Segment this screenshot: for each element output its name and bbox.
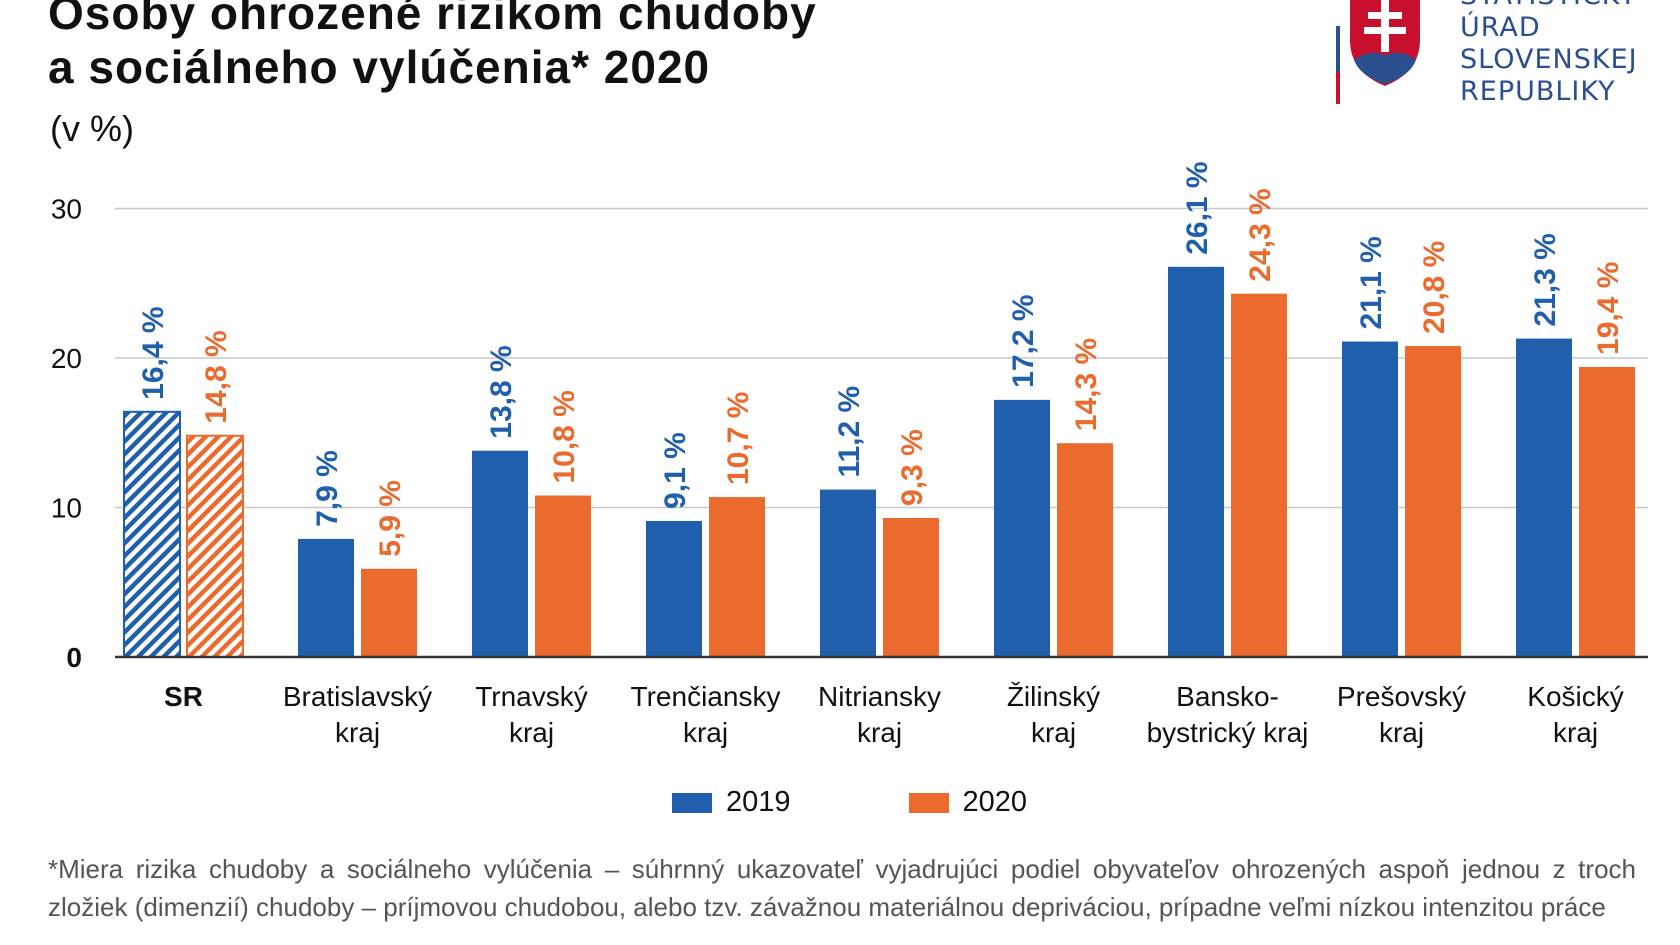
data-label-2020-3: 10,7 % <box>722 392 755 485</box>
chart-title-line-1: Osoby ohrozené rizikom chudoby <box>48 0 817 39</box>
bar-2020-7 <box>1405 346 1461 657</box>
bar-2019-1 <box>298 538 354 657</box>
category-label-8-line-0: Košický <box>1527 681 1623 712</box>
category-label-8-line-1: kraj <box>1553 717 1598 748</box>
bar-2020-1 <box>361 568 417 657</box>
data-label-2019-8: 21,3 % <box>1529 233 1562 326</box>
legend-item-2019: 2019 <box>672 786 791 819</box>
category-label-1-line-1: kraj <box>335 717 380 748</box>
category-label-1-line-0: Bratislavský <box>283 681 432 712</box>
data-label-2020-5: 14,3 % <box>1070 338 1103 431</box>
category-label-7-line-0: Prešovský <box>1337 681 1466 712</box>
cross-vertical <box>1381 0 1389 52</box>
category-label-3-line-1: kraj <box>683 717 728 748</box>
category-label-0: SR <box>164 681 203 712</box>
bar-2020-4 <box>883 517 939 657</box>
bar-2019-0 <box>123 410 181 658</box>
logo-divider <box>1336 26 1340 104</box>
category-label-6: Bansko-bystrický kraj <box>1147 681 1309 748</box>
y-tick-label-20: 20 <box>51 343 82 374</box>
y-tick-label-10: 10 <box>51 493 82 524</box>
bar-2019-5 <box>994 399 1050 657</box>
data-label-2020-0: 14,8 % <box>200 330 233 423</box>
data-label-2019-5: 17,2 % <box>1007 294 1040 387</box>
data-label-2019-1: 7,9 % <box>311 450 344 527</box>
category-label-2: Trnavský kraj <box>475 681 588 748</box>
category-label-3-line-0: Trenčiansky <box>631 681 781 712</box>
category-label-6-line-0: Bansko- <box>1176 681 1279 712</box>
data-label-2020-2: 10,8 % <box>548 390 581 483</box>
legend-swatch-2019 <box>672 792 712 813</box>
bar-2019-8 <box>1516 338 1572 657</box>
bar-2020-0 <box>186 434 244 658</box>
logo-text: ŠTATISTICKÝ ÚRAD SLOVENSKEJ REPUBLIKY <box>1460 0 1638 108</box>
unit-label: (v %) <box>50 108 134 149</box>
data-label-2019-4: 11,2 % <box>833 386 866 478</box>
chart-title-line-2: a sociálneho vylúčenia* 2020 <box>48 41 711 93</box>
category-label-3: Trenčiansky kraj <box>631 681 781 748</box>
data-label-2019-3: 9,1 % <box>659 432 692 509</box>
bar-chart: 0 10 20 30 16,4 % 14,8 % SR 7,9 % 5,9 % Bratislav… <box>51 161 1648 748</box>
shield-hills <box>1354 52 1416 84</box>
bar-2019-4 <box>820 489 876 657</box>
coat-of-arms-icon <box>1350 0 1420 86</box>
y-tick-label-30: 30 <box>51 194 82 225</box>
category-label-2-line-0: Trnavský <box>475 681 588 712</box>
logo-line-1: ŠTATISTICKÝ <box>1460 0 1638 12</box>
bar-2019-6 <box>1168 266 1224 657</box>
logo-line-2: ÚRAD <box>1460 12 1541 43</box>
statistical-office-logo: ŠTATISTICKÝ ÚRAD SLOVENSKEJ REPUBLIKY <box>1336 0 1670 120</box>
data-label-2019-6: 26,1 % <box>1181 161 1214 254</box>
bar-2019-2 <box>472 450 528 657</box>
data-label-2020-4: 9,3 % <box>896 429 929 506</box>
legend: 2019 2020 <box>672 786 1145 819</box>
legend-label-2019: 2019 <box>726 786 791 818</box>
data-label-2019-0: 16,4 % <box>137 306 170 399</box>
chart-title: Osoby ohrozené rizikom chudoby a sociáln… <box>48 0 817 94</box>
category-label-6-line-1: bystrický kraj <box>1147 717 1309 748</box>
legend-swatch-2020 <box>908 792 949 813</box>
logo-line-4: REPUBLIKY <box>1460 76 1616 107</box>
data-label-2019-2: 13,8 % <box>485 345 518 438</box>
cross-upper-bar <box>1368 12 1402 19</box>
bar-2019-7 <box>1342 341 1398 657</box>
bar-2020-5 <box>1057 443 1113 657</box>
category-label-7: Prešovský kraj <box>1337 681 1466 748</box>
category-label-5-line-0: Žilinský <box>1007 681 1100 712</box>
bar-2019-3 <box>646 520 702 657</box>
data-label-2020-8: 19,4 % <box>1592 262 1625 355</box>
category-label-4-line-0: Nitriansky <box>818 681 941 712</box>
y-tick-label-0: 0 <box>66 642 82 673</box>
data-label-2020-6: 24,3 % <box>1244 188 1277 281</box>
data-label-2019-7: 21,1 % <box>1355 236 1388 329</box>
bar-2020-3 <box>709 497 765 657</box>
category-label-0-line-0: SR <box>164 681 203 712</box>
legend-item-2020: 2020 <box>908 786 1028 819</box>
category-label-5-line-1: kraj <box>1031 717 1076 748</box>
data-label-2020-1: 5,9 % <box>374 480 407 557</box>
footnote: *Miera rizika chudoby a sociálneho vylúč… <box>48 854 1636 922</box>
category-label-4: Nitriansky kraj <box>818 681 941 748</box>
data-label-2020-7: 20,8 % <box>1418 241 1451 334</box>
logo-line-3: SLOVENSKEJ <box>1460 44 1638 75</box>
bar-2020-8 <box>1579 366 1635 657</box>
category-label-4-line-1: kraj <box>857 717 902 748</box>
category-label-8: Košický kraj <box>1527 681 1623 748</box>
category-label-5: Žilinský kraj <box>1007 681 1100 748</box>
category-label-1: Bratislavský kraj <box>283 681 432 748</box>
cross-lower-bar <box>1364 27 1406 34</box>
category-label-2-line-1: kraj <box>509 717 554 748</box>
bar-2020-2 <box>535 495 591 657</box>
logo-divider-red <box>1336 72 1340 104</box>
legend-label-2020: 2020 <box>962 786 1028 818</box>
category-label-7-line-1: kraj <box>1379 717 1424 748</box>
bar-2020-6 <box>1231 293 1287 657</box>
